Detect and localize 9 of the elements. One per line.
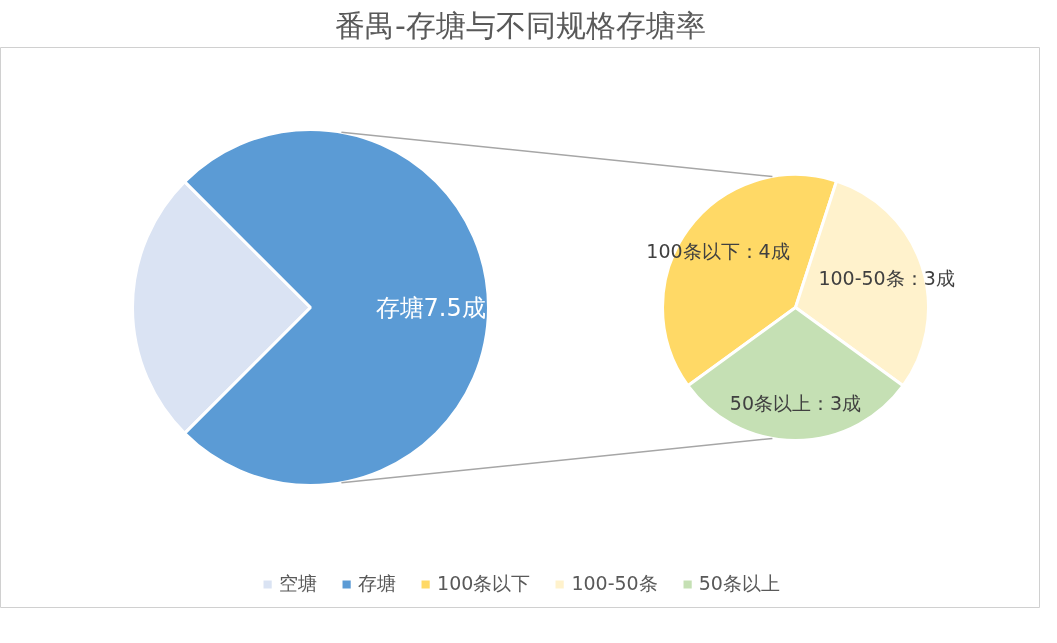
data-label: 100-50条：3成 bbox=[818, 266, 955, 289]
chart-title: 番禺-存塘与不同规格存塘率 bbox=[335, 7, 706, 43]
legend-label: 100-50条 bbox=[571, 571, 658, 596]
data-label: 存塘7.5成 bbox=[375, 293, 486, 322]
data-label: 50条以上：3成 bbox=[729, 392, 862, 415]
legend-label: 50条以上 bbox=[698, 571, 780, 596]
legend-label: 存塘 bbox=[358, 571, 397, 596]
legend-label: 空塘 bbox=[279, 571, 318, 596]
legend-label: 100条以下 bbox=[437, 571, 531, 596]
